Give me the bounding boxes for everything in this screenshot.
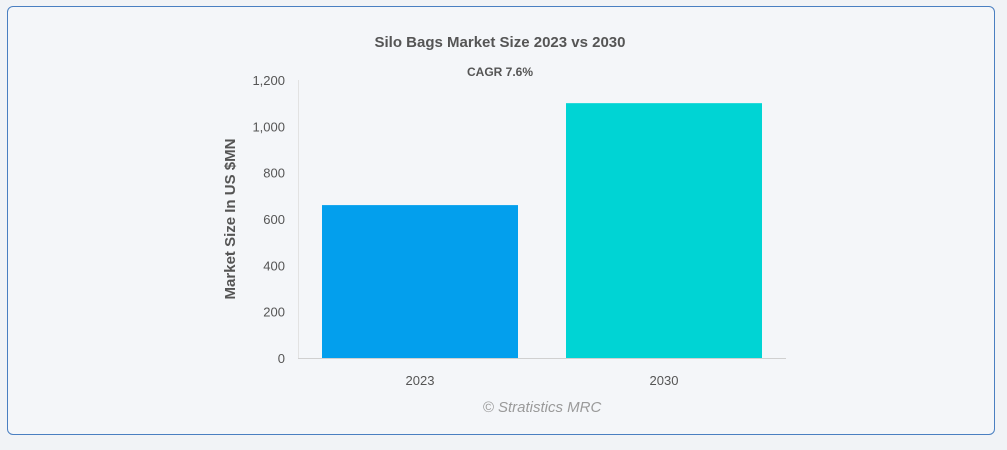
chart-subtitle: CAGR 7.6% bbox=[467, 65, 533, 79]
y-tick-label: 600 bbox=[263, 212, 285, 227]
y-axis: 0 200 400 600 800 1,000 1,200 bbox=[252, 73, 285, 366]
y-tick-label: 800 bbox=[263, 166, 285, 181]
y-axis-label: Market Size In US $MN bbox=[222, 139, 239, 300]
y-tick-label: 0 bbox=[278, 351, 285, 366]
bars bbox=[322, 103, 762, 359]
credit-text: © Stratistics MRC bbox=[483, 399, 602, 416]
y-tick-label: 1,000 bbox=[252, 119, 285, 134]
x-tick-label: 2030 bbox=[650, 373, 679, 388]
x-tick-label: 2023 bbox=[406, 373, 435, 388]
y-tick-label: 1,200 bbox=[252, 73, 285, 88]
bar-2023 bbox=[322, 205, 518, 358]
x-axis: 2023 2030 bbox=[406, 373, 679, 388]
y-tick-label: 200 bbox=[263, 305, 285, 320]
bar-2030 bbox=[566, 103, 762, 359]
y-tick-label: 400 bbox=[263, 258, 285, 273]
chart-title: Silo Bags Market Size 2023 vs 2030 bbox=[375, 34, 626, 51]
